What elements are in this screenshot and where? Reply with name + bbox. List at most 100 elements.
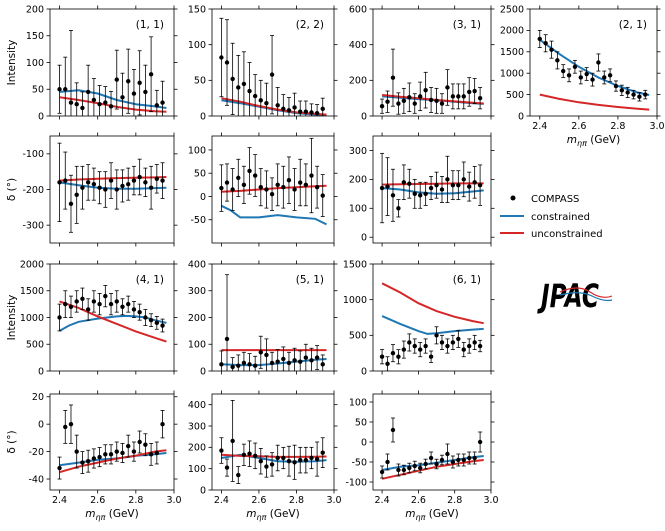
data-point [320, 106, 325, 112]
y-tick-label: 1000 [343, 295, 367, 306]
data-point [461, 457, 466, 463]
data-point [472, 340, 477, 345]
data-point [236, 472, 241, 478]
data-point [407, 340, 412, 345]
data-point [286, 108, 292, 113]
data-point [241, 360, 247, 366]
data-point [114, 449, 119, 454]
y-tick-label: 100 [188, 145, 206, 156]
y-tick-label: 0 [38, 419, 44, 430]
data-point [57, 180, 62, 185]
y-tick-label: 200 [26, 4, 44, 15]
y-tick-label: -50 [190, 215, 206, 226]
y-tick-label: 500 [349, 331, 367, 342]
data-point [412, 101, 417, 106]
data-point [120, 304, 125, 309]
data-point [264, 100, 269, 106]
data-point [103, 452, 108, 457]
data-point [619, 88, 625, 93]
x-axis-label: mηπ (GeV) [405, 508, 458, 522]
data-point [91, 181, 97, 187]
data-point [445, 177, 450, 182]
logo-red-curve [559, 287, 613, 298]
data-point [97, 185, 102, 190]
data-point [450, 340, 456, 345]
data-point [148, 317, 154, 323]
y-tick-label: 0 [38, 366, 44, 377]
data-point [543, 41, 548, 46]
data-point [269, 360, 275, 366]
data-point [219, 448, 224, 453]
data-point [85, 459, 91, 464]
data-point [423, 191, 428, 197]
panel-P51: 0 100 200 300 400 2.4 2.6 2.8 3.0 mηπ (GeV) [188, 390, 342, 522]
data-point [418, 347, 423, 352]
data-point [467, 89, 472, 95]
data-point [407, 465, 412, 471]
data-point [537, 36, 542, 42]
data-point [450, 182, 456, 188]
data-point [57, 315, 62, 320]
x-tick-label: 2.4 [214, 495, 229, 506]
data-point [472, 180, 477, 185]
data-point [137, 80, 142, 86]
data-point [298, 180, 303, 185]
data-point [631, 92, 636, 97]
y-tick-label: 1000 [20, 313, 44, 324]
data-point [126, 443, 131, 449]
data-point [154, 176, 160, 181]
legend-data-marker [510, 195, 516, 201]
y-tick-label: -20 [28, 447, 44, 458]
panel-frame [372, 8, 492, 117]
y-tick-label: -100 [345, 477, 367, 488]
data-point [219, 185, 224, 191]
x-tick-label: 2.4 [532, 121, 547, 132]
data-point [390, 193, 396, 198]
data-point [292, 187, 297, 192]
panel-I21b: 0 500 1000 1500 2000 2500 2.4 2.6 2.8 3.0 (2, 1) mη… [500, 4, 665, 148]
panel-frame [49, 263, 175, 372]
data-point [269, 191, 275, 197]
data-point [258, 184, 263, 190]
data-point [434, 461, 439, 467]
data-points [219, 17, 325, 116]
logo-blue-curve [559, 292, 613, 302]
data-points [219, 137, 325, 217]
y-tick-label: 500 [506, 90, 524, 101]
legend-unconstrained-label: unconstrained [531, 229, 603, 240]
y-tick-label: 0 [38, 111, 44, 122]
data-point [68, 304, 74, 309]
y-tick-label: 100 [188, 40, 206, 51]
data-point [143, 180, 148, 185]
panel-frame [372, 135, 492, 244]
panel-frame [211, 393, 335, 491]
data-point [143, 89, 148, 95]
y-tick-label: 400 [188, 259, 206, 270]
data-point [418, 193, 423, 198]
y-tick-label: 150 [188, 4, 206, 15]
y-tick-label: 100 [188, 340, 206, 351]
data-point [241, 452, 247, 457]
panel-label: (2, 1) [619, 19, 647, 31]
data-point [275, 103, 280, 108]
y-tick-label: 200 [349, 76, 367, 87]
data-point [236, 85, 241, 90]
data-point [390, 350, 396, 356]
data-point [309, 455, 314, 461]
data-point [467, 343, 472, 349]
data-point [309, 358, 314, 363]
data-point [561, 68, 566, 74]
data-point [596, 60, 601, 65]
data-point [401, 180, 407, 185]
y-tick-label: 600 [349, 4, 367, 15]
y-tick-label: 0 [200, 485, 206, 496]
data-point [396, 206, 401, 211]
y-tick-label: -50 [351, 457, 367, 468]
data-point [477, 343, 483, 349]
data-point [314, 355, 320, 360]
constrained-curve [220, 204, 327, 226]
data-point [80, 185, 85, 190]
y-tick-label: 500 [26, 340, 44, 351]
data-point [230, 76, 235, 82]
data-point [309, 173, 314, 178]
